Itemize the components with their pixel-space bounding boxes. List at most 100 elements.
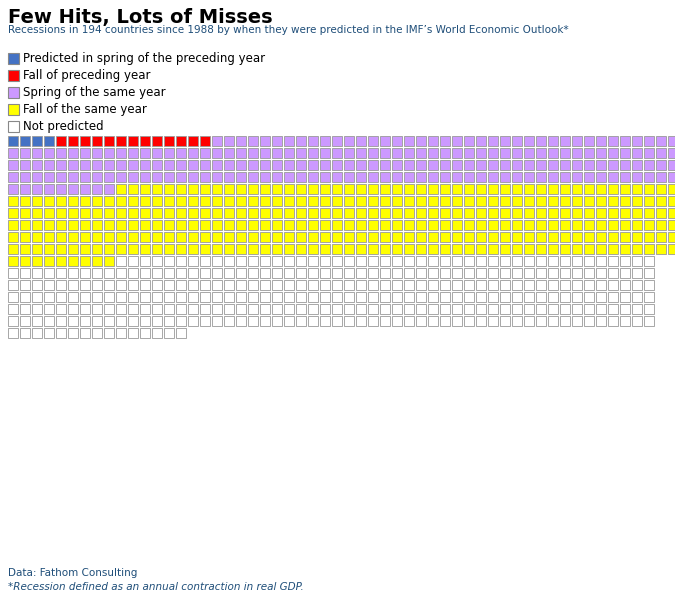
Bar <box>428 196 438 206</box>
Bar <box>452 316 462 326</box>
Bar <box>620 184 630 194</box>
Bar <box>8 87 19 98</box>
Text: Not predicted: Not predicted <box>23 120 104 133</box>
Bar <box>596 316 606 326</box>
Bar <box>164 316 174 326</box>
Bar <box>452 184 462 194</box>
Bar <box>212 220 222 230</box>
Bar <box>80 172 90 182</box>
Bar <box>596 148 606 158</box>
Bar <box>572 160 582 170</box>
Bar <box>464 232 474 242</box>
Bar <box>296 184 306 194</box>
Bar <box>392 148 402 158</box>
Bar <box>140 256 150 266</box>
Bar <box>260 244 270 254</box>
Bar <box>416 148 426 158</box>
Bar <box>236 184 246 194</box>
Bar <box>272 172 282 182</box>
Bar <box>104 292 114 302</box>
Bar <box>332 256 342 266</box>
Bar <box>644 232 654 242</box>
Bar <box>8 104 19 115</box>
Bar <box>512 268 522 278</box>
Bar <box>560 316 570 326</box>
Bar <box>164 328 174 338</box>
Bar <box>356 184 366 194</box>
Bar <box>608 316 618 326</box>
Bar <box>80 136 90 146</box>
Bar <box>116 256 126 266</box>
Bar <box>164 244 174 254</box>
Bar <box>104 280 114 290</box>
Bar <box>500 208 510 218</box>
Bar <box>368 160 378 170</box>
Bar <box>104 232 114 242</box>
Bar <box>56 196 66 206</box>
Bar <box>176 292 186 302</box>
Bar <box>80 196 90 206</box>
Bar <box>452 136 462 146</box>
Bar <box>416 244 426 254</box>
Text: Fall of the same year: Fall of the same year <box>23 103 147 116</box>
Bar <box>548 160 558 170</box>
Bar <box>548 304 558 314</box>
Bar <box>584 220 594 230</box>
Bar <box>200 316 210 326</box>
Bar <box>32 280 42 290</box>
Bar <box>608 232 618 242</box>
Bar <box>620 196 630 206</box>
Bar <box>200 196 210 206</box>
Bar <box>260 136 270 146</box>
Bar <box>464 184 474 194</box>
Bar <box>44 316 54 326</box>
Bar <box>44 268 54 278</box>
Bar <box>548 208 558 218</box>
Bar <box>20 328 30 338</box>
Bar <box>116 232 126 242</box>
Bar <box>188 268 198 278</box>
Bar <box>284 148 294 158</box>
Bar <box>464 268 474 278</box>
Bar <box>176 148 186 158</box>
Bar <box>572 256 582 266</box>
Bar <box>56 172 66 182</box>
Bar <box>344 196 354 206</box>
Bar <box>332 304 342 314</box>
Bar <box>8 244 18 254</box>
Bar <box>632 196 642 206</box>
Bar <box>572 304 582 314</box>
Bar <box>224 268 234 278</box>
Bar <box>500 232 510 242</box>
Bar <box>80 280 90 290</box>
Bar <box>632 172 642 182</box>
Bar <box>284 184 294 194</box>
Bar <box>524 316 534 326</box>
Bar <box>104 184 114 194</box>
Bar <box>8 292 18 302</box>
Bar <box>80 232 90 242</box>
Bar <box>164 184 174 194</box>
Bar <box>404 244 414 254</box>
Bar <box>584 148 594 158</box>
Bar <box>452 172 462 182</box>
Bar <box>560 268 570 278</box>
Bar <box>284 268 294 278</box>
Bar <box>620 172 630 182</box>
Bar <box>56 292 66 302</box>
Bar <box>524 304 534 314</box>
Bar <box>512 172 522 182</box>
Bar <box>284 160 294 170</box>
Bar <box>464 292 474 302</box>
Bar <box>20 148 30 158</box>
Bar <box>56 244 66 254</box>
Bar <box>248 316 258 326</box>
Bar <box>368 316 378 326</box>
Bar <box>20 292 30 302</box>
Bar <box>296 268 306 278</box>
Bar <box>524 292 534 302</box>
Bar <box>488 184 498 194</box>
Bar <box>428 184 438 194</box>
Bar <box>452 148 462 158</box>
Bar <box>152 232 162 242</box>
